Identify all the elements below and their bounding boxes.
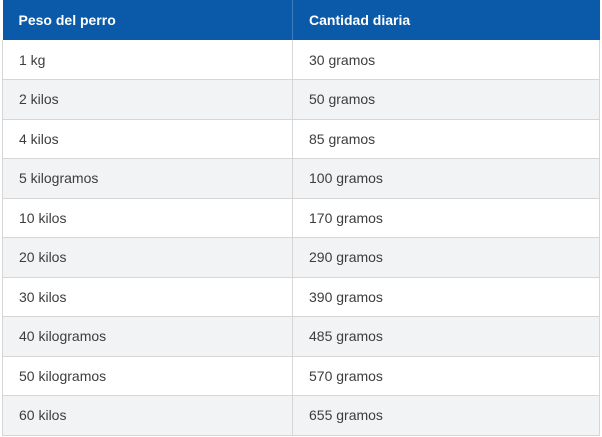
- table-row: 1 kg 30 gramos: [2, 40, 600, 80]
- table-header: Peso del perro Cantidad diaria: [2, 0, 600, 40]
- table-row: 5 kilogramos 100 gramos: [2, 158, 600, 199]
- cell-dog-weight: 20 kilos: [2, 237, 293, 278]
- cell-dog-weight: 30 kilos: [2, 277, 293, 317]
- cell-dog-weight: 60 kilos: [2, 395, 293, 436]
- header-dog-weight: Peso del perro: [2, 0, 293, 40]
- cell-daily-amount: 655 gramos: [292, 395, 600, 436]
- table-row: 2 kilos 50 gramos: [2, 79, 600, 120]
- cell-dog-weight: 4 kilos: [2, 119, 293, 159]
- table-row: 40 kilogramos 485 gramos: [2, 316, 600, 357]
- cell-daily-amount: 30 gramos: [292, 40, 600, 80]
- table-row: 30 kilos 390 gramos: [2, 277, 600, 317]
- cell-daily-amount: 170 gramos: [292, 198, 600, 238]
- cell-dog-weight: 50 kilogramos: [2, 356, 293, 396]
- cell-dog-weight: 5 kilogramos: [2, 158, 293, 199]
- cell-daily-amount: 485 gramos: [292, 316, 600, 357]
- cell-daily-amount: 100 gramos: [292, 158, 600, 199]
- cell-daily-amount: 570 gramos: [292, 356, 600, 396]
- cell-dog-weight: 2 kilos: [2, 79, 293, 120]
- cell-daily-amount: 290 gramos: [292, 237, 600, 278]
- header-daily-amount: Cantidad diaria: [292, 0, 600, 40]
- cell-daily-amount: 390 gramos: [292, 277, 600, 317]
- cell-dog-weight: 1 kg: [2, 40, 293, 80]
- cell-daily-amount: 85 gramos: [292, 119, 600, 159]
- header-row: Peso del perro Cantidad diaria: [2, 0, 600, 40]
- table-row: 50 kilogramos 570 gramos: [2, 356, 600, 396]
- cell-dog-weight: 10 kilos: [2, 198, 293, 238]
- table-row: 60 kilos 655 gramos: [2, 395, 600, 436]
- cell-dog-weight: 40 kilogramos: [2, 316, 293, 357]
- table-row: 4 kilos 85 gramos: [2, 119, 600, 159]
- table-row: 10 kilos 170 gramos: [2, 198, 600, 238]
- table-body: 1 kg 30 gramos 2 kilos 50 gramos 4 kilos…: [2, 40, 600, 436]
- cell-daily-amount: 50 gramos: [292, 79, 600, 120]
- table-row: 20 kilos 290 gramos: [2, 237, 600, 278]
